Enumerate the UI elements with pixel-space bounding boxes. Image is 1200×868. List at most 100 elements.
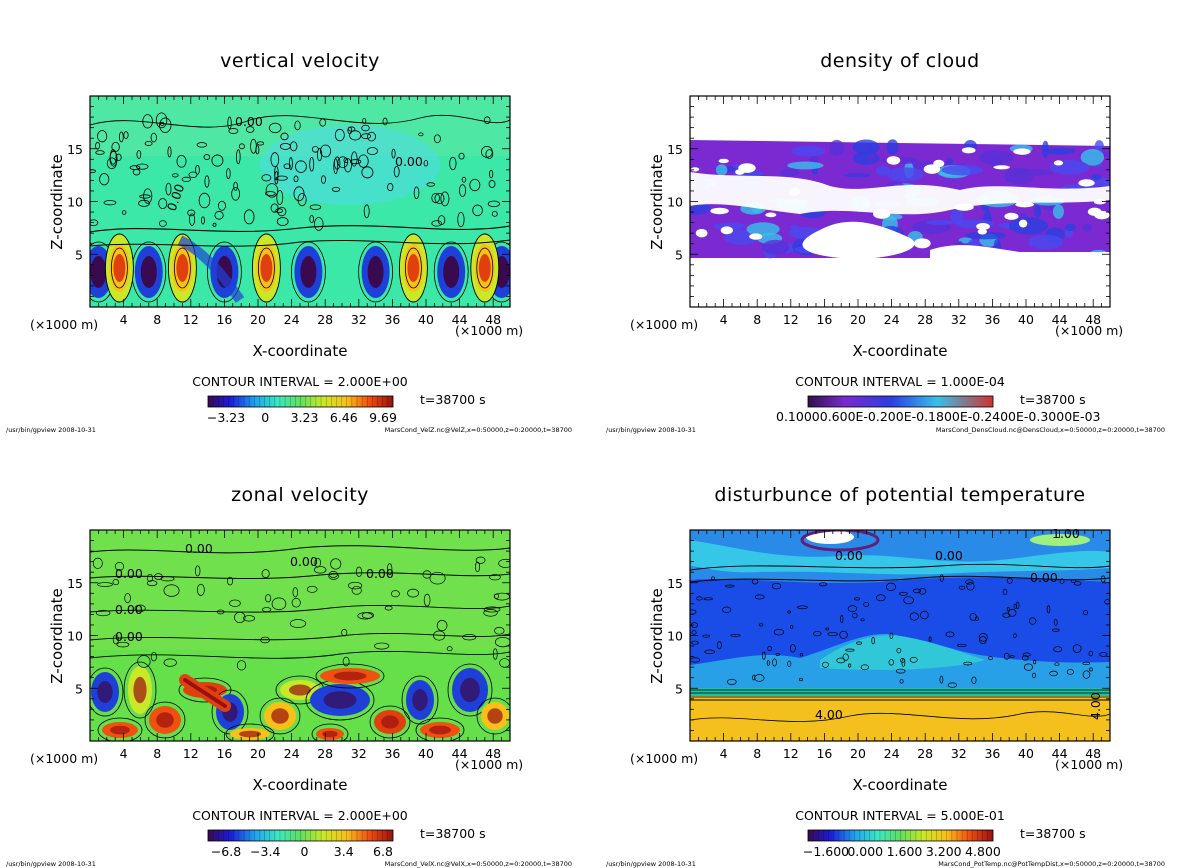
y-axis-label: Z-coordinate bbox=[648, 588, 666, 683]
turbulent-contour bbox=[489, 169, 494, 179]
turbulent-contour bbox=[856, 641, 863, 645]
footer-left: /usr/bin/gpview 2008-10-31 bbox=[606, 860, 696, 868]
x-tick-label: 4 bbox=[720, 746, 728, 761]
turbulent-contour bbox=[134, 604, 146, 613]
turbulent-contour bbox=[1089, 667, 1093, 672]
turbulent-contour bbox=[163, 584, 180, 597]
cloud-gap bbox=[1053, 160, 1064, 166]
y-tick-label: 15 bbox=[667, 142, 683, 157]
x-tick-label: 16 bbox=[216, 746, 232, 761]
turbulent-contour bbox=[813, 631, 822, 637]
contour-label: 0.00 bbox=[935, 548, 963, 563]
turbulent-contour bbox=[393, 166, 400, 178]
turbulent-contour bbox=[390, 590, 400, 598]
turbulent-contour bbox=[195, 164, 200, 175]
colorbar-label: −6.8 bbox=[211, 844, 241, 859]
turbulent-contour bbox=[839, 630, 848, 639]
time-label: t=38700 s bbox=[420, 392, 486, 407]
turbulent-contour bbox=[860, 618, 865, 622]
turbulent-contour bbox=[822, 661, 829, 668]
x-tick-label: 32 bbox=[351, 746, 367, 761]
contour-label: 0.00 bbox=[235, 114, 263, 129]
x-tick-label: 12 bbox=[183, 746, 199, 761]
footer-left: /usr/bin/gpview 2008-10-31 bbox=[6, 426, 96, 434]
time-label: t=38700 s bbox=[1020, 392, 1086, 407]
turbulent-contour bbox=[494, 626, 505, 635]
turbulent-contour bbox=[351, 151, 358, 167]
turbulent-contour bbox=[1023, 663, 1033, 671]
turbulent-contour bbox=[703, 597, 713, 601]
turbulent-contour bbox=[418, 132, 424, 137]
cloud-gap bbox=[1004, 212, 1019, 220]
velocity-contour bbox=[90, 667, 124, 717]
x-tick-label: 20 bbox=[250, 746, 266, 761]
panel-density-of-cloud: density of cloud 4 8 12 16 20 24 28 32 36 40 44 485… bbox=[606, 50, 1165, 434]
x-unit-left: (×1000 m) bbox=[630, 751, 698, 766]
updraft-contour bbox=[104, 233, 134, 303]
x-tick-label: 20 bbox=[850, 312, 866, 327]
turbulent-contour bbox=[297, 193, 307, 207]
turbulent-contour bbox=[294, 120, 301, 131]
contour-label: 0.00 bbox=[115, 629, 143, 644]
contour-label: 0.00 bbox=[185, 541, 213, 556]
cloud-density-cell bbox=[946, 157, 954, 165]
chart-title: zonal velocity bbox=[231, 484, 369, 506]
velocity-core bbox=[333, 671, 367, 681]
x-tick-label: 32 bbox=[351, 312, 367, 327]
colorbar-label: 6.8 bbox=[373, 844, 393, 859]
cloud-gap bbox=[913, 238, 931, 249]
turbulent-contour bbox=[413, 186, 420, 200]
turbulent-contour bbox=[331, 186, 341, 192]
y-axis-label: Z-coordinate bbox=[648, 154, 666, 249]
turbulent-contour bbox=[899, 679, 904, 684]
updraft-contour bbox=[404, 247, 422, 289]
turbulent-contour bbox=[313, 566, 327, 574]
downdraft-contour bbox=[433, 241, 469, 303]
velocity-core bbox=[156, 712, 174, 728]
turbulent-contour bbox=[342, 656, 350, 667]
turbulent-contour bbox=[167, 146, 172, 158]
turbulent-contour bbox=[97, 582, 113, 587]
downdraft-contour bbox=[290, 241, 326, 303]
turbulent-contour bbox=[355, 566, 363, 577]
velocity-contour bbox=[144, 701, 186, 739]
turbulent-contour bbox=[488, 180, 496, 188]
turbulent-contour bbox=[201, 216, 205, 225]
updraft-core bbox=[407, 254, 420, 282]
turbulent-contour bbox=[97, 130, 108, 143]
velocity-core bbox=[460, 677, 480, 703]
turbulent-contour bbox=[900, 658, 906, 663]
downdraft-core bbox=[140, 256, 157, 288]
turbulent-contour bbox=[909, 612, 919, 621]
colorbar-labels: 0.10000.600E-0.200E-0.1800E-0.2400E-0.30… bbox=[776, 409, 1100, 424]
footer-left: /usr/bin/gpview 2008-10-31 bbox=[606, 426, 696, 434]
turbulent-contour bbox=[386, 563, 393, 576]
turbulent-contour bbox=[475, 561, 481, 573]
turbulent-contour bbox=[309, 156, 315, 172]
cloud-gap bbox=[1018, 219, 1028, 228]
turbulent-contour bbox=[361, 124, 370, 132]
turbulent-contour bbox=[270, 203, 279, 213]
turbulent-contour bbox=[261, 174, 272, 182]
x-tick-label: 12 bbox=[183, 312, 199, 327]
turbulent-contour bbox=[716, 641, 722, 650]
turbulent-contour bbox=[283, 163, 291, 170]
x-unit-left: (×1000 m) bbox=[30, 751, 98, 766]
chart-title: vertical velocity bbox=[220, 50, 380, 72]
y-tick-label: 5 bbox=[75, 247, 83, 262]
velocity-core bbox=[97, 681, 113, 703]
y-tick-label: 5 bbox=[675, 681, 683, 696]
cloud-density-cell bbox=[843, 173, 872, 178]
x-tick-label: 24 bbox=[884, 746, 900, 761]
turbulent-contour bbox=[1021, 655, 1029, 661]
x-unit-right: (×1000 m) bbox=[1055, 323, 1123, 338]
cloud-gap bbox=[735, 169, 745, 175]
downdraft-core bbox=[90, 256, 107, 288]
turbulent-contour bbox=[1072, 644, 1082, 653]
turbulent-contour bbox=[328, 572, 339, 580]
turbulent-contour bbox=[198, 192, 211, 209]
turbulent-contour bbox=[754, 674, 765, 682]
x-tick-label: 20 bbox=[250, 312, 266, 327]
turbulent-contour bbox=[217, 200, 226, 211]
